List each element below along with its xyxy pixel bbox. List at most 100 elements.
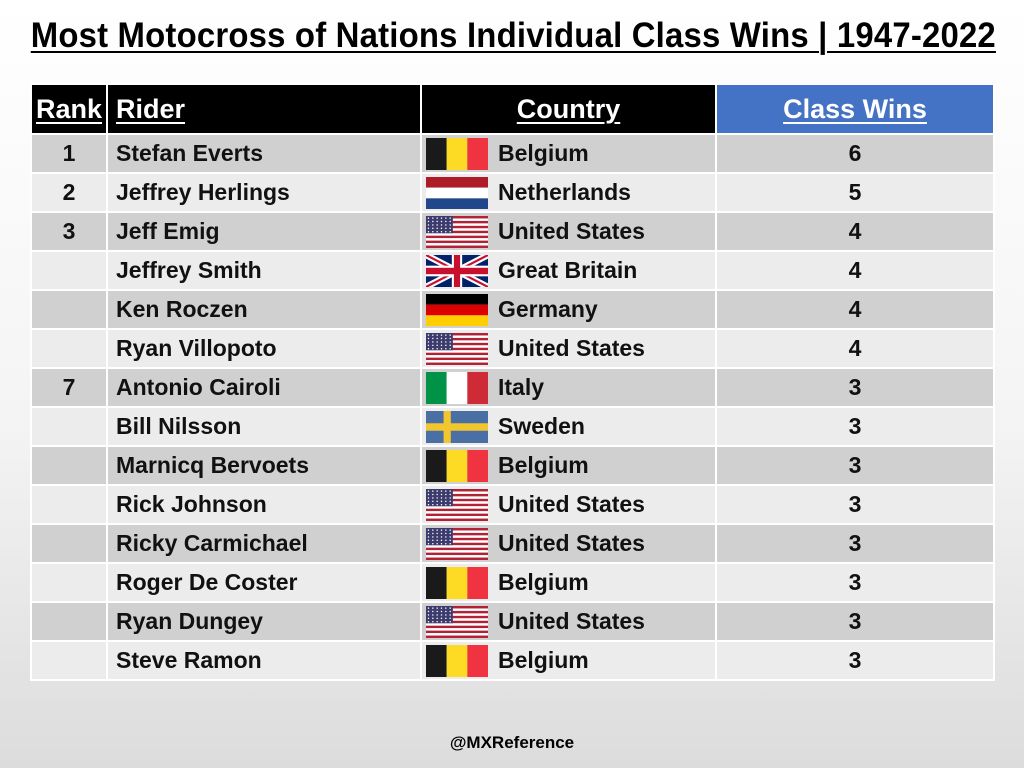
italy-flag-icon xyxy=(426,371,488,404)
table-body: 1 Stefan Everts Belgium 6 2 Jeffrey Herlings N… xyxy=(30,133,995,681)
class-wins-cell: 4 xyxy=(715,211,995,252)
usa-flag-icon xyxy=(426,527,488,560)
class-wins-cell: 4 xyxy=(715,328,995,369)
rank-cell xyxy=(30,406,108,447)
uk-flag-icon xyxy=(426,254,488,287)
credit-handle: @MXReference xyxy=(449,733,575,752)
country-name: Germany xyxy=(498,296,598,322)
class-wins-cell: 5 xyxy=(715,172,995,213)
country-content: Great Britain xyxy=(426,254,715,287)
rider-cell: Jeffrey Herlings xyxy=(106,172,422,213)
header-rank: Rank xyxy=(30,83,108,135)
table-row: Steve Ramon Belgium 3 xyxy=(30,640,995,681)
rider-cell: Roger De Coster xyxy=(106,562,422,603)
table-row: 2 Jeffrey Herlings Netherlands 5 xyxy=(30,172,995,213)
rider-cell: Ryan Dungey xyxy=(106,601,422,642)
country-content: United States xyxy=(426,527,715,560)
class-wins-cell: 3 xyxy=(715,601,995,642)
country-cell: Belgium xyxy=(420,640,717,681)
rankings-table: Rank Rider Country Class Wins 1 Stefan Ev… xyxy=(30,83,995,681)
rider-cell: Ricky Carmichael xyxy=(106,523,422,564)
rank-cell xyxy=(30,445,108,486)
rider-cell: Jeff Emig xyxy=(106,211,422,252)
class-wins-cell: 4 xyxy=(715,289,995,330)
country-name: Great Britain xyxy=(498,257,638,283)
rank-cell xyxy=(30,562,108,603)
country-cell: Sweden xyxy=(420,406,717,447)
country-cell: Belgium xyxy=(420,133,717,174)
germany-flag-icon xyxy=(426,293,488,326)
header-class-wins: Class Wins xyxy=(715,83,995,135)
netherlands-flag-icon xyxy=(426,176,488,209)
country-cell: Belgium xyxy=(420,562,717,603)
rank-cell: 2 xyxy=(30,172,108,213)
belgium-flag-icon xyxy=(426,644,488,677)
country-name: Italy xyxy=(498,374,545,400)
rider-cell: Stefan Everts xyxy=(106,133,422,174)
country-name: Belgium xyxy=(498,140,589,166)
country-name: United States xyxy=(498,530,645,556)
belgium-flag-icon xyxy=(426,449,488,482)
table-row: Ryan Villopoto United States 4 xyxy=(30,328,995,369)
country-cell: Great Britain xyxy=(420,250,717,291)
country-content: Germany xyxy=(426,293,715,326)
country-name: Belgium xyxy=(498,452,589,478)
rank-cell xyxy=(30,328,108,369)
country-cell: United States xyxy=(420,211,717,252)
table-row: Ken Roczen Germany 4 xyxy=(30,289,995,330)
usa-flag-icon xyxy=(426,605,488,638)
country-content: Belgium xyxy=(426,449,715,482)
sweden-flag-icon xyxy=(426,410,488,443)
rank-cell xyxy=(30,289,108,330)
class-wins-cell: 3 xyxy=(715,484,995,525)
rank-cell xyxy=(30,601,108,642)
usa-flag-icon xyxy=(426,332,488,365)
country-name: Belgium xyxy=(498,647,589,673)
belgium-flag-icon xyxy=(426,137,488,170)
country-cell: Belgium xyxy=(420,445,717,486)
rider-cell: Marnicq Bervoets xyxy=(106,445,422,486)
country-cell: United States xyxy=(420,328,717,369)
header-country: Country xyxy=(420,83,717,135)
table-row: 3 Jeff Emig United States 4 xyxy=(30,211,995,252)
rider-cell: Rick Johnson xyxy=(106,484,422,525)
country-cell: United States xyxy=(420,523,717,564)
table-header-row: Rank Rider Country Class Wins xyxy=(30,83,995,135)
class-wins-cell: 3 xyxy=(715,640,995,681)
country-cell: Italy xyxy=(420,367,717,408)
country-name: United States xyxy=(498,335,645,361)
rank-cell: 3 xyxy=(30,211,108,252)
chart-title: Most Motocross of Nations Individual Cla… xyxy=(30,16,996,55)
header-rider: Rider xyxy=(106,83,422,135)
rank-cell: 7 xyxy=(30,367,108,408)
rankings-table-container: Rank Rider Country Class Wins 1 Stefan Ev… xyxy=(30,83,995,681)
country-name: Belgium xyxy=(498,569,589,595)
table-row: Jeffrey Smith Great Britain 4 xyxy=(30,250,995,291)
table-row: 1 Stefan Everts Belgium 6 xyxy=(30,133,995,174)
country-content: Belgium xyxy=(426,566,715,599)
usa-flag-icon xyxy=(426,488,488,521)
rider-cell: Bill Nilsson xyxy=(106,406,422,447)
table-row: Ricky Carmichael United States 3 xyxy=(30,523,995,564)
country-content: United States xyxy=(426,488,715,521)
country-cell: United States xyxy=(420,484,717,525)
country-cell: United States xyxy=(420,601,717,642)
country-content: Italy xyxy=(426,371,715,404)
class-wins-cell: 3 xyxy=(715,523,995,564)
rank-cell: 1 xyxy=(30,133,108,174)
class-wins-cell: 3 xyxy=(715,367,995,408)
country-cell: Germany xyxy=(420,289,717,330)
country-content: Belgium xyxy=(426,644,715,677)
table-row: 7 Antonio Cairoli Italy 3 xyxy=(30,367,995,408)
country-name: Netherlands xyxy=(498,179,631,205)
table-row: Ryan Dungey United States 3 xyxy=(30,601,995,642)
country-name: United States xyxy=(498,491,645,517)
class-wins-cell: 3 xyxy=(715,445,995,486)
rider-cell: Steve Ramon xyxy=(106,640,422,681)
country-name: Sweden xyxy=(498,413,585,439)
class-wins-cell: 3 xyxy=(715,406,995,447)
class-wins-cell: 3 xyxy=(715,562,995,603)
rank-cell xyxy=(30,484,108,525)
country-content: Belgium xyxy=(426,137,715,170)
usa-flag-icon xyxy=(426,215,488,248)
